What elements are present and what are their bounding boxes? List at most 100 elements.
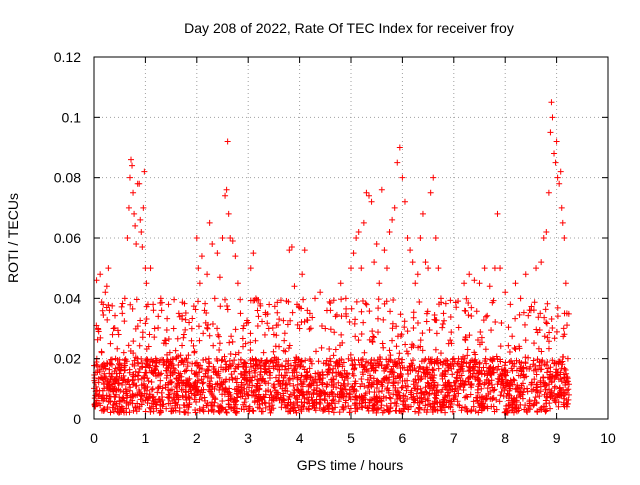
data-point (537, 366, 544, 373)
data-point (241, 385, 248, 392)
data-point (127, 301, 134, 308)
data-point (378, 404, 385, 411)
data-point (486, 379, 493, 386)
data-point (337, 280, 344, 287)
data-point (95, 393, 102, 400)
data-point (117, 362, 124, 369)
data-point (301, 247, 308, 254)
data-point (375, 388, 382, 395)
data-point (245, 392, 252, 399)
data-point (422, 259, 429, 266)
data-point (520, 309, 527, 316)
data-point (289, 309, 296, 316)
data-point (99, 362, 106, 369)
data-point (152, 401, 159, 408)
data-point (340, 386, 347, 393)
data-point (541, 383, 548, 390)
data-point (280, 374, 287, 381)
data-point (198, 376, 205, 383)
data-point (473, 308, 480, 315)
data-point (484, 372, 491, 379)
y-tick-label: 0.02 (54, 351, 81, 367)
data-point (202, 319, 209, 326)
data-point (441, 317, 448, 324)
data-point (107, 340, 114, 347)
data-point (219, 397, 226, 404)
data-point (330, 297, 337, 304)
data-point (353, 235, 360, 241)
data-point (453, 304, 460, 311)
data-point (142, 369, 149, 376)
data-point (472, 408, 479, 415)
data-point (261, 378, 268, 385)
data-point (235, 349, 242, 356)
data-point (392, 361, 399, 368)
data-point (478, 367, 485, 374)
data-point (325, 402, 332, 409)
data-point (121, 357, 128, 364)
data-point (475, 409, 482, 416)
data-point (366, 336, 373, 343)
data-point (313, 348, 320, 355)
data-point (485, 380, 492, 387)
data-point (467, 391, 474, 398)
data-point (339, 403, 346, 410)
data-point (134, 323, 141, 330)
data-point (285, 376, 292, 383)
data-point (166, 349, 173, 356)
data-point (511, 363, 518, 370)
x-tick-label: 1 (142, 430, 150, 446)
data-point (328, 388, 335, 395)
data-point (231, 357, 238, 364)
data-point (130, 350, 137, 357)
data-point (293, 393, 300, 400)
data-point (558, 204, 565, 211)
data-point (475, 370, 482, 377)
data-point (448, 365, 455, 372)
data-point (473, 359, 480, 366)
data-point (117, 367, 124, 374)
data-point (298, 372, 305, 379)
data-point (306, 326, 313, 333)
data-point (547, 364, 554, 371)
data-point (563, 310, 570, 317)
data-point (315, 369, 322, 376)
data-point (158, 307, 165, 314)
data-point (124, 392, 131, 399)
data-point (528, 381, 535, 388)
data-point (216, 386, 223, 393)
data-point (439, 373, 446, 380)
data-point (157, 300, 164, 307)
data-point (327, 300, 334, 307)
data-point (389, 216, 396, 223)
data-point (563, 387, 570, 394)
data-point (358, 376, 365, 383)
data-point (449, 356, 456, 363)
data-point (192, 306, 199, 313)
data-point (395, 389, 402, 396)
data-point (196, 280, 203, 287)
data-point (114, 345, 121, 352)
data-point (250, 250, 257, 257)
data-point (246, 370, 253, 377)
data-point (380, 316, 387, 323)
data-point (108, 361, 115, 368)
data-point (196, 369, 203, 376)
data-point (193, 398, 200, 405)
data-point (130, 392, 137, 399)
data-point (202, 300, 209, 307)
data-point (320, 360, 327, 367)
data-point (310, 402, 317, 409)
data-point (474, 374, 481, 381)
data-point (442, 300, 449, 307)
data-point (382, 366, 389, 373)
data-point (335, 379, 342, 386)
data-point (456, 372, 463, 379)
data-point (260, 349, 267, 356)
data-point (135, 369, 142, 376)
data-point (129, 305, 136, 312)
data-point (542, 386, 549, 393)
data-point (468, 313, 475, 320)
data-point (383, 361, 390, 368)
data-point (134, 359, 141, 366)
